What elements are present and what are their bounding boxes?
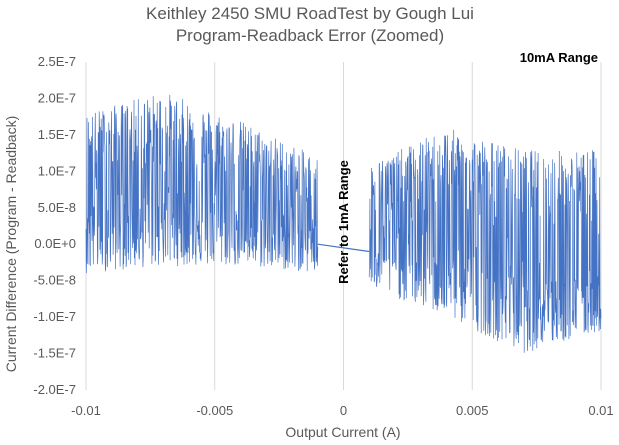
gridlines [85,62,602,390]
chart-title: Keithley 2450 SMU RoadTest by Gough Lui [146,4,474,23]
y-axis-label: Current Difference (Program - Readback) [3,116,19,373]
annotation-refer: Refer to 1mA Range [336,160,351,284]
data-series [85,94,602,353]
x-tick-label: 0 [340,403,347,418]
y-tick-label: -1.5E-7 [33,346,76,361]
y-axis-ticks: 2.5E-7 2.0E-7 1.5E-7 1.0E-7 5.0E-8 0.0E+0 -5.0… [33,54,76,397]
y-tick-label: 1.5E-7 [38,127,76,142]
x-tick-label: 0.01 [588,403,613,418]
annotation-range: 10mA Range [520,50,598,65]
y-tick-label: -5.0E-8 [33,273,76,288]
series-noise-segment [368,129,602,353]
x-axis-ticks: -0.01 -0.005 0 0.005 0.01 [71,403,613,418]
y-tick-label: 1.0E-7 [38,163,76,178]
x-tick-label: -0.005 [196,403,233,418]
y-tick-label: 2.5E-7 [38,54,76,69]
y-tick-label: 2.0E-7 [38,90,76,105]
x-tick-label: -0.01 [71,403,101,418]
x-axis-label: Output Current (A) [285,424,400,440]
y-tick-label: -1.0E-7 [33,309,76,324]
y-tick-label: 0.0E+0 [34,236,76,251]
series-line-segment [317,243,370,253]
y-tick-label: -2.0E-7 [33,382,76,397]
chart-subtitle: Program-Readback Error (Zoomed) [176,26,444,45]
x-tick-label: 0.005 [456,403,489,418]
y-tick-label: 5.0E-8 [38,200,76,215]
series-noise-segment [85,94,319,274]
